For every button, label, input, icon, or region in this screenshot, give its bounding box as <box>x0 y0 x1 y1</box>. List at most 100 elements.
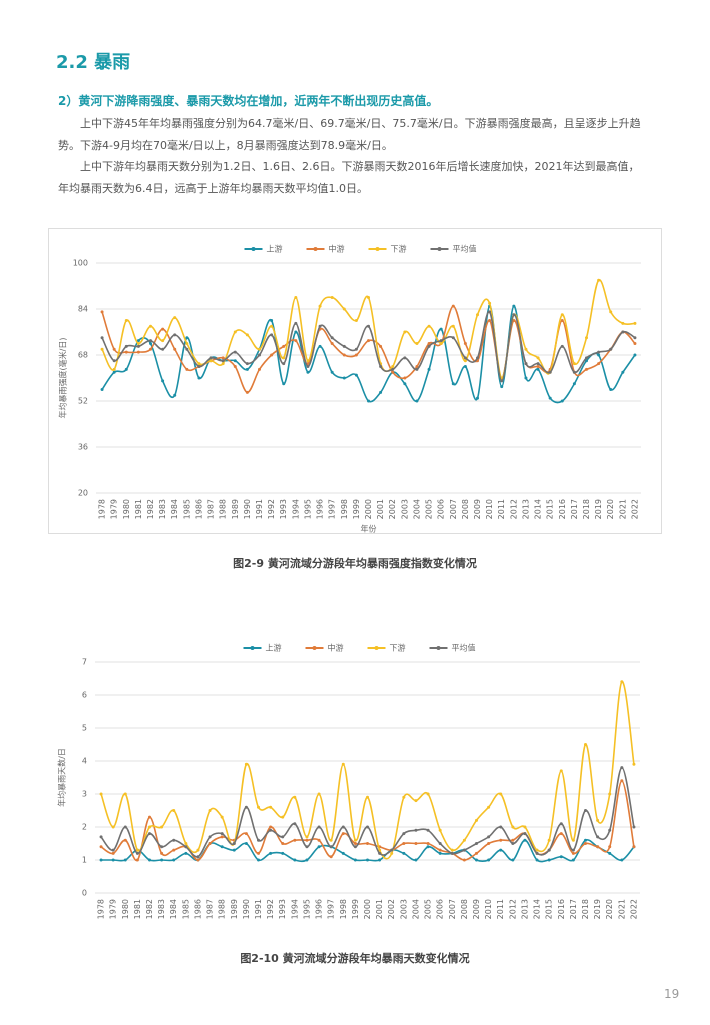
x-tick-label: 2002 <box>387 899 396 919</box>
legend-marker <box>375 247 380 251</box>
data-point <box>439 339 443 343</box>
data-point <box>135 851 139 855</box>
data-point <box>281 815 285 819</box>
data-point <box>270 324 274 328</box>
data-point <box>330 336 334 340</box>
legend-label: 平均值 <box>452 643 476 653</box>
data-point <box>221 362 225 366</box>
data-point <box>609 388 613 391</box>
data-point <box>367 296 370 299</box>
data-point <box>366 795 369 799</box>
data-point <box>512 313 516 317</box>
data-point <box>341 832 345 836</box>
y-tick-label: 84 <box>78 305 88 314</box>
x-tick-label: 1995 <box>302 899 311 919</box>
data-point <box>293 822 297 826</box>
data-point <box>221 356 225 360</box>
data-point <box>161 327 165 331</box>
data-point <box>488 319 492 322</box>
data-point <box>305 835 309 839</box>
legend-marker <box>312 646 317 650</box>
data-point <box>294 339 298 343</box>
data-point <box>475 818 478 822</box>
y-tick-label: 4 <box>82 757 87 766</box>
data-point <box>414 828 418 832</box>
data-point <box>209 356 213 360</box>
data-point <box>462 858 466 862</box>
data-point <box>172 809 176 812</box>
x-tick-label: 2002 <box>388 499 397 519</box>
data-point <box>136 342 140 345</box>
data-point <box>390 851 394 855</box>
data-point <box>620 779 624 783</box>
legend-label: 中游 <box>329 244 345 254</box>
data-point <box>112 359 116 363</box>
data-point <box>161 379 165 383</box>
data-point <box>269 851 273 855</box>
data-point <box>524 347 528 351</box>
x-tick-label: 1989 <box>231 499 240 519</box>
data-point <box>608 828 612 832</box>
data-point <box>571 851 575 855</box>
data-point <box>257 805 260 809</box>
data-point <box>438 842 442 845</box>
data-point <box>353 845 357 849</box>
y-axis-title: 年均暴雨天数/日 <box>57 748 67 807</box>
data-point <box>294 321 298 325</box>
data-point <box>523 832 527 836</box>
data-point <box>100 336 104 340</box>
data-point <box>172 858 176 862</box>
data-point <box>511 838 515 842</box>
data-point <box>149 347 152 351</box>
data-point <box>124 319 128 322</box>
section-title: 2.2 暴雨 <box>56 52 131 73</box>
y-tick-label: 20 <box>78 489 88 498</box>
data-point <box>112 367 116 371</box>
y-tick-label: 3 <box>82 790 87 799</box>
data-point <box>548 396 552 400</box>
data-point <box>463 365 467 368</box>
data-point <box>571 858 575 862</box>
y-tick-label: 6 <box>82 691 87 700</box>
data-point <box>451 382 455 386</box>
x-tick-label: 2006 <box>436 899 445 919</box>
data-point <box>366 825 369 829</box>
data-point <box>426 842 430 845</box>
data-point <box>124 350 128 354</box>
data-point <box>438 828 442 832</box>
y-tick-label: 2 <box>82 823 87 832</box>
data-point <box>100 310 104 314</box>
x-tick-label: 1978 <box>98 499 107 519</box>
data-point <box>173 333 177 337</box>
data-point <box>269 825 273 829</box>
data-point <box>220 845 224 849</box>
data-point <box>608 845 612 849</box>
data-point <box>341 851 345 855</box>
data-point <box>584 842 587 845</box>
data-point <box>232 848 236 852</box>
data-point <box>402 842 406 845</box>
data-point <box>633 336 637 340</box>
x-tick-label: 1999 <box>351 899 360 919</box>
data-point <box>500 385 504 389</box>
data-point <box>585 336 588 340</box>
data-point <box>148 832 151 836</box>
x-tick-label: 1986 <box>193 899 202 919</box>
data-point <box>100 347 104 351</box>
x-tick-label: 2005 <box>425 499 434 519</box>
data-point <box>232 842 236 845</box>
data-point <box>208 809 212 812</box>
legend-label: 上游 <box>267 244 283 254</box>
data-point <box>281 851 285 855</box>
x-tick-label: 2019 <box>594 499 603 519</box>
x-tick-label: 1978 <box>97 899 106 919</box>
data-point <box>342 376 346 380</box>
data-point <box>438 848 442 852</box>
data-point <box>160 845 164 849</box>
data-point <box>597 353 601 357</box>
legend-label: 中游 <box>328 643 344 653</box>
data-point <box>354 353 358 357</box>
x-tick-label: 2008 <box>460 899 469 919</box>
legend-marker <box>251 247 256 251</box>
data-point <box>111 848 115 852</box>
